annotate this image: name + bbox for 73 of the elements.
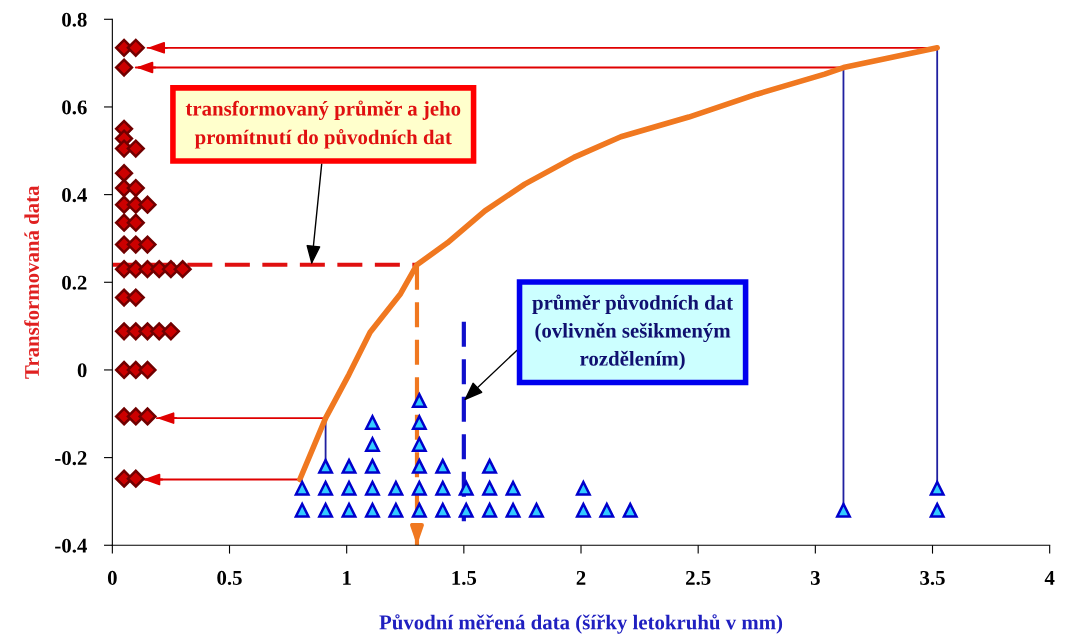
point	[138, 407, 157, 426]
point	[341, 502, 357, 518]
point	[411, 480, 427, 496]
point	[126, 469, 145, 488]
point	[458, 502, 474, 518]
point	[622, 502, 638, 518]
point	[341, 458, 357, 474]
point	[126, 139, 145, 158]
x-tick-label: 4	[1044, 571, 1055, 585]
y-tick-label: 0	[77, 363, 87, 378]
point	[388, 502, 404, 518]
x-tick-label: 2	[576, 570, 586, 585]
point	[482, 480, 498, 496]
point	[599, 502, 615, 518]
point	[411, 436, 427, 452]
y-tick-label: 0.4	[62, 187, 87, 203]
point	[294, 502, 310, 518]
point	[388, 480, 404, 496]
point	[364, 458, 380, 474]
point	[929, 480, 945, 496]
point	[114, 58, 134, 77]
x-axis-title: Původní měřená data (šířky letokruhů v mm)	[379, 614, 783, 634]
point	[575, 480, 591, 496]
x-tick-label: 3.5	[920, 570, 945, 586]
point	[482, 458, 498, 474]
point	[126, 288, 145, 307]
x-tick-label: 1	[343, 570, 351, 585]
point	[126, 178, 145, 198]
x-tick-label: 0	[107, 570, 117, 585]
point	[364, 480, 380, 496]
point	[411, 415, 427, 431]
y-tick-label: 0.6	[62, 100, 87, 115]
y-tick-label: 0.2	[62, 275, 87, 290]
point	[126, 38, 145, 57]
point	[364, 502, 380, 518]
y-tick-label: 0.8	[62, 12, 87, 27]
y-tick-label: -0.2	[55, 450, 87, 466]
point	[173, 260, 192, 279]
point	[161, 322, 181, 341]
point	[411, 502, 427, 518]
x-tick-label: 2.5	[686, 570, 711, 586]
point	[364, 415, 380, 431]
y-axis-title: Transformovaná data	[24, 185, 40, 379]
x-tick-label: 1.5	[452, 570, 477, 586]
annotation: průměr původních dat (ovlivněn sešikmeným rozdělením)	[532, 294, 733, 370]
point	[411, 458, 427, 474]
point	[435, 458, 451, 474]
point	[294, 480, 310, 496]
annotation: transformovaný průměr a jeho promítnutí do původních dat	[185, 100, 461, 149]
point	[411, 393, 427, 409]
point	[318, 502, 334, 518]
point	[114, 164, 134, 183]
point	[318, 458, 334, 474]
x-tick-label: 3	[810, 570, 820, 585]
point	[138, 360, 157, 380]
point	[528, 502, 544, 518]
point	[835, 502, 851, 518]
point	[435, 480, 451, 496]
point	[929, 502, 945, 518]
point	[138, 195, 157, 214]
y-tick-label: -0.4	[55, 538, 87, 553]
point	[505, 502, 521, 518]
point	[341, 480, 357, 496]
x-tick-label: 0.5	[217, 570, 242, 586]
point	[458, 480, 474, 496]
point	[318, 480, 334, 496]
point	[364, 436, 380, 452]
point	[575, 502, 591, 518]
point	[138, 235, 157, 254]
point	[505, 480, 521, 496]
point	[435, 502, 451, 518]
point	[126, 213, 145, 232]
point	[482, 502, 498, 518]
